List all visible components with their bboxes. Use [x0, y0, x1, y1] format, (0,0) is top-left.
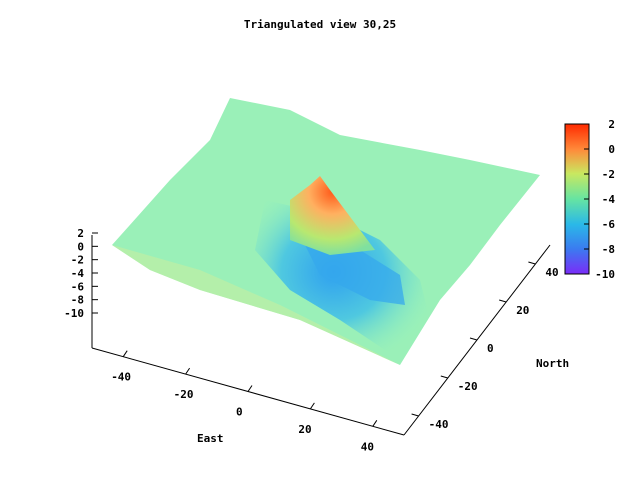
y-tick-mark: [440, 375, 448, 379]
z-tick-label: 2: [77, 227, 84, 240]
x-tick-label: -40: [111, 371, 131, 384]
y-tick-mark: [528, 261, 536, 265]
z-tick-label: -6: [71, 280, 85, 293]
x-tick-label: 0: [236, 406, 243, 419]
x-tick-mark: [309, 402, 315, 410]
colorbar-tick-label: -6: [602, 218, 616, 231]
z-tick-label: -10: [64, 307, 84, 320]
y-tick-label: 20: [516, 304, 529, 317]
x-axis-label: East: [197, 432, 224, 445]
y-tick-label: -20: [458, 380, 478, 393]
y-tick-mark: [469, 337, 478, 341]
chart-title: Triangulated view 30,25: [243, 18, 397, 31]
colorbar-ticks: 2 0 -2 -4 -6 -8 -10: [584, 118, 615, 281]
colorbar-tick-label: -10: [595, 268, 615, 281]
x-tick-label: 40: [361, 440, 374, 453]
z-tick-label: 0: [77, 240, 84, 253]
y-tick-mark: [499, 299, 507, 303]
colorbar-tick-label: 0: [608, 143, 615, 156]
z-tick-label: -4: [71, 267, 85, 280]
x-tick-label: 20: [298, 423, 311, 436]
z-tick-label: -8: [71, 294, 84, 307]
x-tick-mark: [247, 385, 253, 392]
colorbar-tick-label: 2: [608, 118, 615, 131]
y-axis-label: North: [536, 357, 569, 370]
surface-peak: [290, 176, 375, 255]
y-tick-label: 0: [487, 342, 494, 355]
y-axis-ticks: -40 -20 0 20 40: [411, 261, 559, 431]
x-axis-ticks: -40 -20 0 20 40: [111, 350, 378, 453]
colorbar-tick-label: -8: [602, 243, 615, 256]
y-tick-label: 40: [545, 266, 558, 279]
z-tick-label: -2: [71, 254, 84, 267]
colorbar-tick-label: -2: [602, 168, 615, 181]
x-tick-mark: [372, 420, 378, 427]
x-tick-mark: [185, 367, 191, 375]
y-tick-mark: [411, 413, 419, 417]
surface-lightband: [112, 245, 400, 365]
x-tick-mark: [122, 350, 128, 357]
colorbar-tick-label: -4: [602, 193, 616, 206]
x-tick-label: -20: [174, 388, 194, 401]
z-axis-ticks: 20-2-4-6-8-10: [64, 227, 98, 320]
y-tick-label: -40: [429, 418, 449, 431]
